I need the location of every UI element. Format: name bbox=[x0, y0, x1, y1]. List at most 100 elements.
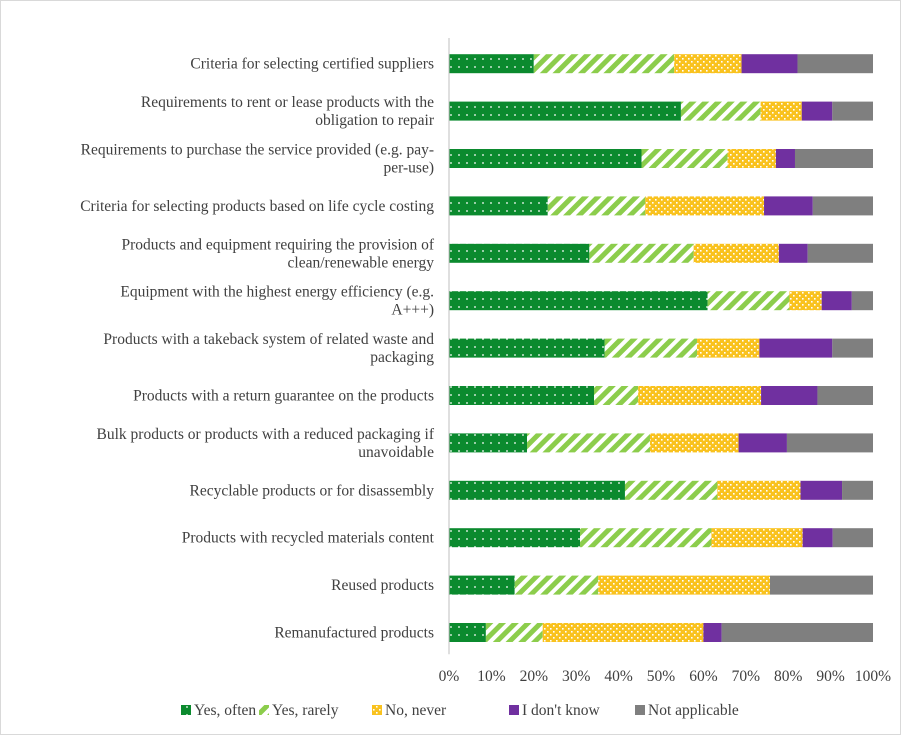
bar-yes-often-10 bbox=[449, 528, 581, 548]
legend-label-no-never: No, never bbox=[385, 702, 447, 719]
category-label-12: Remanufactured products bbox=[274, 625, 434, 642]
category-label-7: Products with a return guarantee on the … bbox=[133, 388, 434, 405]
category-label-11: Reused products bbox=[331, 577, 434, 594]
category-label-6: Products with a takeback system of relat… bbox=[103, 331, 434, 366]
legend-item-i-don-t-know: I don't know bbox=[509, 702, 601, 719]
x-axis: 0% 10% 20% 30% 40% 50% 60% 70% 80% 90% 100% bbox=[439, 38, 891, 685]
bar-yes-often-3 bbox=[449, 196, 548, 216]
bar-yes-often-2 bbox=[449, 149, 642, 168]
bar-no-never-8 bbox=[649, 433, 739, 453]
category-label-2: Requirements to purchase the service pro… bbox=[81, 142, 434, 177]
bar-yes-often-9 bbox=[449, 480, 625, 500]
bar-yes-often-4 bbox=[449, 243, 590, 263]
x-tick-label-2: 20% bbox=[520, 668, 549, 685]
bar-no-never-11 bbox=[598, 575, 770, 595]
category-label-1: Requirements to rent or lease products w… bbox=[141, 94, 435, 129]
legend-swatch-yes-rarely bbox=[259, 705, 269, 715]
bar-i-don-t-know-10 bbox=[802, 528, 833, 548]
bar-no-never-4 bbox=[693, 243, 779, 263]
bar-i-don-t-know-8 bbox=[738, 433, 787, 453]
bar-yes-rarely-6 bbox=[604, 338, 698, 358]
x-tick-label-6: 60% bbox=[689, 668, 718, 685]
bar-not-applicable-12 bbox=[721, 623, 873, 642]
bar-not-applicable-8 bbox=[786, 433, 873, 453]
bar-not-applicable-6 bbox=[832, 338, 873, 358]
legend-label-yes-rarely: Yes, rarely bbox=[272, 702, 339, 719]
bar-yes-rarely-1 bbox=[680, 101, 761, 121]
category-label-4: Products and equipment requiring the pro… bbox=[121, 236, 434, 271]
x-tick-label-5: 50% bbox=[647, 668, 676, 685]
bar-yes-rarely-9 bbox=[624, 480, 718, 500]
bar-yes-rarely-11 bbox=[514, 575, 599, 595]
bar-i-don-t-know-1 bbox=[801, 101, 833, 121]
bar-not-applicable-0 bbox=[797, 54, 873, 74]
bar-yes-often-8 bbox=[449, 433, 528, 453]
bar-no-never-9 bbox=[717, 480, 801, 500]
legend-swatch-yes-often bbox=[181, 705, 191, 715]
bar-i-don-t-know-0 bbox=[741, 54, 798, 74]
legend-item-no-never: No, never bbox=[372, 702, 447, 719]
legend-swatch-not-applicable bbox=[635, 705, 645, 715]
category-label-9: Recyclable products or for disassembly bbox=[190, 482, 435, 499]
bar-not-applicable-11 bbox=[769, 575, 873, 595]
legend: Yes, often Yes, rarely No, never I don't kn… bbox=[181, 702, 739, 719]
bar-i-don-t-know-4 bbox=[778, 243, 808, 263]
x-tick-label-9: 90% bbox=[816, 668, 845, 685]
category-label-0: Criteria for selecting certified supplie… bbox=[190, 56, 434, 73]
bar-no-never-2 bbox=[727, 149, 776, 168]
bar-yes-often-11 bbox=[449, 575, 515, 595]
bar-i-don-t-know-3 bbox=[764, 196, 813, 216]
legend-item-not-applicable: Not applicable bbox=[635, 702, 739, 719]
bar-i-don-t-know-6 bbox=[759, 338, 833, 358]
category-label-8: Bulk products or products with a reduced… bbox=[97, 426, 435, 461]
bar-yes-rarely-8 bbox=[527, 433, 650, 453]
bars-layer bbox=[449, 54, 873, 642]
bar-yes-often-1 bbox=[449, 101, 681, 121]
category-label-3: Criteria for selecting products based on… bbox=[80, 198, 434, 215]
legend-label-yes-often: Yes, often bbox=[194, 702, 256, 719]
bar-no-never-0 bbox=[674, 54, 742, 74]
bar-not-applicable-1 bbox=[832, 101, 873, 121]
bar-not-applicable-7 bbox=[817, 386, 873, 405]
legend-label-i-don-t-know: I don't know bbox=[522, 702, 601, 719]
bar-i-don-t-know-2 bbox=[775, 149, 795, 168]
bar-not-applicable-4 bbox=[807, 243, 873, 263]
bar-no-never-12 bbox=[542, 623, 704, 642]
bar-yes-rarely-0 bbox=[533, 54, 675, 74]
bar-yes-often-7 bbox=[449, 386, 595, 405]
bar-no-never-10 bbox=[711, 528, 803, 548]
bar-not-applicable-5 bbox=[851, 291, 873, 311]
x-tick-label-10: 100% bbox=[855, 668, 891, 685]
bar-yes-rarely-10 bbox=[580, 528, 712, 548]
category-label-5: Equipment with the highest energy effici… bbox=[120, 284, 434, 319]
bar-yes-often-5 bbox=[449, 291, 708, 311]
bar-no-never-7 bbox=[638, 386, 762, 405]
bar-no-never-1 bbox=[760, 101, 802, 121]
bar-i-don-t-know-9 bbox=[800, 480, 843, 500]
x-tick-label-3: 30% bbox=[562, 668, 591, 685]
x-tick-label-4: 40% bbox=[604, 668, 633, 685]
bar-no-never-5 bbox=[789, 291, 822, 311]
bar-yes-rarely-5 bbox=[707, 291, 790, 311]
x-tick-label-7: 70% bbox=[732, 668, 761, 685]
bar-not-applicable-3 bbox=[812, 196, 873, 216]
bar-i-don-t-know-7 bbox=[761, 386, 818, 405]
legend-label-not-applicable: Not applicable bbox=[648, 702, 739, 719]
bar-yes-rarely-12 bbox=[485, 623, 543, 642]
bar-yes-rarely-2 bbox=[641, 149, 728, 168]
bar-not-applicable-10 bbox=[832, 528, 873, 548]
bar-not-applicable-2 bbox=[794, 149, 873, 168]
bar-i-don-t-know-5 bbox=[821, 291, 852, 311]
x-tick-label-8: 80% bbox=[774, 668, 803, 685]
legend-swatch-no-never bbox=[372, 705, 382, 715]
x-tick-label-0: 0% bbox=[439, 668, 460, 685]
bar-yes-often-6 bbox=[449, 338, 605, 358]
bar-no-never-6 bbox=[697, 338, 760, 358]
bar-no-never-3 bbox=[645, 196, 765, 216]
legend-item-yes-often: Yes, often bbox=[181, 702, 256, 719]
bar-yes-rarely-7 bbox=[594, 386, 639, 405]
bar-yes-rarely-4 bbox=[589, 243, 694, 263]
category-label-10: Products with recycled materials content bbox=[182, 530, 435, 547]
bar-not-applicable-9 bbox=[842, 480, 873, 500]
